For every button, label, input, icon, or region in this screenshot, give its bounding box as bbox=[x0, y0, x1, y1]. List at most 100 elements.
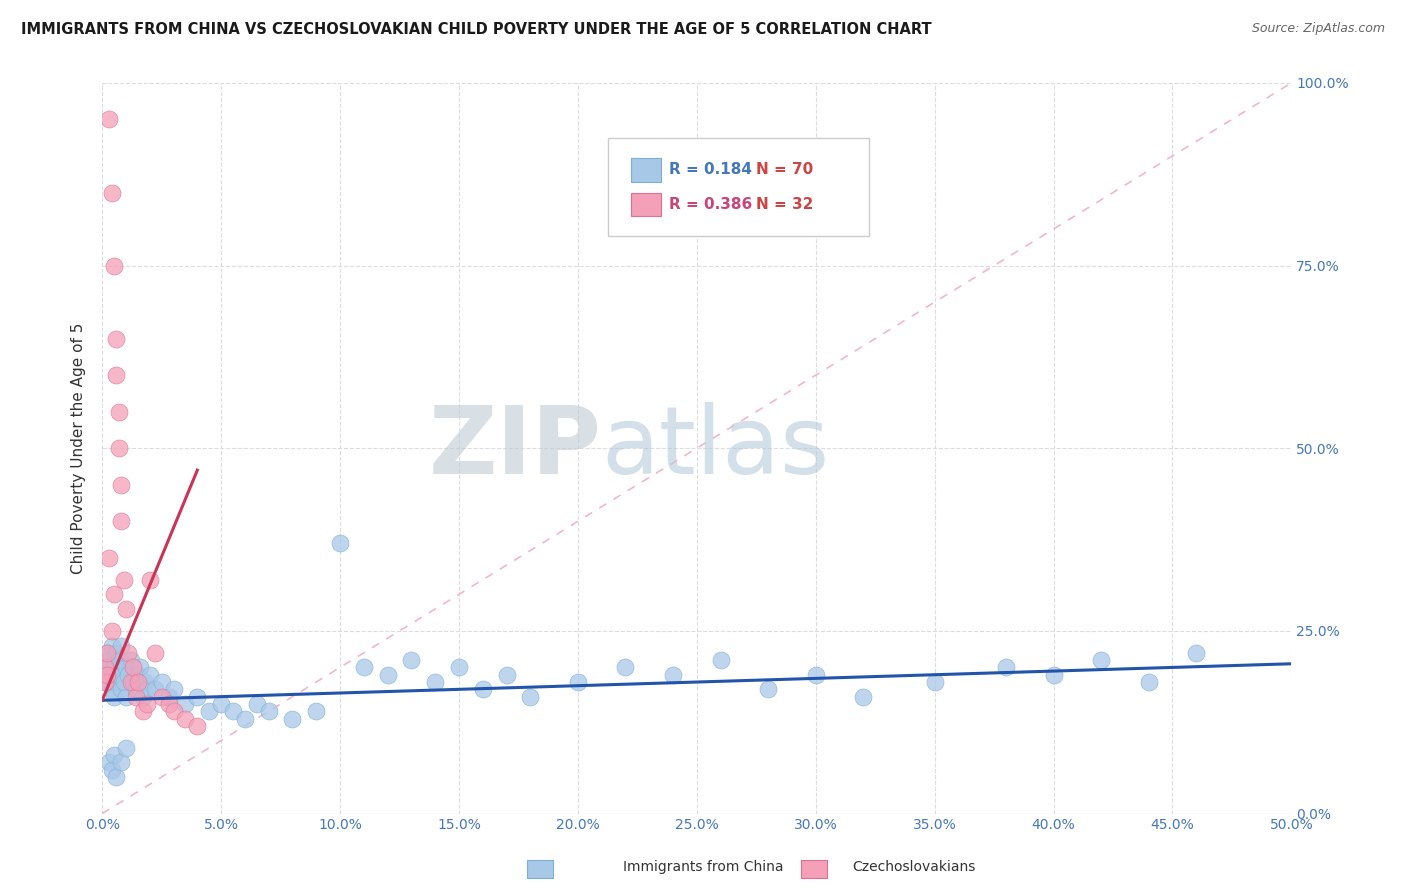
Point bbox=[120, 675, 142, 690]
Point bbox=[96, 646, 118, 660]
Point bbox=[198, 704, 221, 718]
Text: ZIP: ZIP bbox=[429, 402, 602, 494]
Point bbox=[93, 660, 115, 674]
Point bbox=[447, 660, 470, 674]
Point bbox=[110, 639, 132, 653]
Point bbox=[100, 624, 122, 638]
Point bbox=[105, 675, 128, 690]
Point bbox=[96, 667, 118, 681]
Point bbox=[353, 660, 375, 674]
Point bbox=[495, 667, 517, 681]
Point bbox=[162, 682, 184, 697]
Text: R = 0.184: R = 0.184 bbox=[669, 162, 752, 178]
Point bbox=[209, 697, 232, 711]
Point bbox=[108, 653, 131, 667]
Point bbox=[124, 690, 146, 704]
Point bbox=[662, 667, 685, 681]
Point bbox=[100, 639, 122, 653]
Text: atlas: atlas bbox=[602, 402, 830, 494]
Point bbox=[139, 667, 162, 681]
Point bbox=[614, 660, 637, 674]
Point bbox=[157, 697, 180, 711]
Point bbox=[124, 682, 146, 697]
Point bbox=[139, 573, 162, 587]
Point bbox=[174, 712, 197, 726]
Point bbox=[96, 646, 118, 660]
Point bbox=[93, 675, 115, 690]
Point bbox=[103, 259, 125, 273]
Point bbox=[117, 646, 139, 660]
Point bbox=[93, 660, 115, 674]
Point bbox=[117, 667, 139, 681]
Point bbox=[127, 667, 149, 681]
Point bbox=[519, 690, 541, 704]
Point bbox=[567, 675, 589, 690]
Point bbox=[105, 646, 128, 660]
Point bbox=[110, 756, 132, 770]
Point bbox=[804, 667, 827, 681]
Point bbox=[377, 667, 399, 681]
Point bbox=[1042, 667, 1064, 681]
Point bbox=[96, 675, 118, 690]
Point bbox=[100, 763, 122, 777]
Point bbox=[98, 667, 121, 681]
Point bbox=[305, 704, 328, 718]
Point bbox=[103, 660, 125, 674]
Text: IMMIGRANTS FROM CHINA VS CZECHOSLOVAKIAN CHILD POVERTY UNDER THE AGE OF 5 CORREL: IMMIGRANTS FROM CHINA VS CZECHOSLOVAKIAN… bbox=[21, 22, 932, 37]
Point bbox=[150, 675, 173, 690]
Point bbox=[401, 653, 423, 667]
Text: R = 0.386: R = 0.386 bbox=[669, 197, 752, 211]
Point bbox=[162, 704, 184, 718]
Point bbox=[134, 675, 156, 690]
Text: N = 32: N = 32 bbox=[756, 197, 814, 211]
Point bbox=[110, 682, 132, 697]
Point bbox=[100, 682, 122, 697]
Point bbox=[100, 186, 122, 200]
FancyBboxPatch shape bbox=[631, 158, 661, 182]
Point bbox=[105, 770, 128, 784]
Point bbox=[122, 660, 145, 674]
Point bbox=[131, 704, 153, 718]
Point bbox=[108, 667, 131, 681]
Point bbox=[157, 690, 180, 704]
Point bbox=[108, 442, 131, 456]
Point bbox=[110, 477, 132, 491]
Point bbox=[186, 690, 208, 704]
Point bbox=[425, 675, 447, 690]
Point bbox=[143, 646, 166, 660]
Point bbox=[329, 536, 352, 550]
Point bbox=[709, 653, 731, 667]
Text: N = 70: N = 70 bbox=[756, 162, 814, 178]
Point bbox=[174, 697, 197, 711]
Point bbox=[136, 682, 159, 697]
Point bbox=[143, 682, 166, 697]
Point bbox=[98, 756, 121, 770]
Point bbox=[129, 660, 152, 674]
Point bbox=[120, 653, 142, 667]
Point bbox=[108, 405, 131, 419]
Point bbox=[122, 675, 145, 690]
Point bbox=[471, 682, 494, 697]
Point bbox=[186, 719, 208, 733]
FancyBboxPatch shape bbox=[631, 193, 661, 216]
Point bbox=[150, 690, 173, 704]
Y-axis label: Child Poverty Under the Age of 5: Child Poverty Under the Age of 5 bbox=[72, 323, 86, 574]
Point bbox=[103, 748, 125, 763]
Point bbox=[1090, 653, 1112, 667]
Point bbox=[246, 697, 269, 711]
Point bbox=[233, 712, 256, 726]
Point bbox=[924, 675, 946, 690]
Point bbox=[112, 573, 135, 587]
Point bbox=[115, 740, 138, 755]
Point bbox=[852, 690, 875, 704]
Point bbox=[98, 550, 121, 565]
Point bbox=[115, 602, 138, 616]
Point bbox=[222, 704, 245, 718]
Point bbox=[257, 704, 280, 718]
Point bbox=[131, 690, 153, 704]
Point bbox=[994, 660, 1017, 674]
Point bbox=[98, 112, 121, 127]
Point bbox=[136, 697, 159, 711]
Point bbox=[115, 660, 138, 674]
Text: Czechoslovakians: Czechoslovakians bbox=[852, 860, 976, 874]
